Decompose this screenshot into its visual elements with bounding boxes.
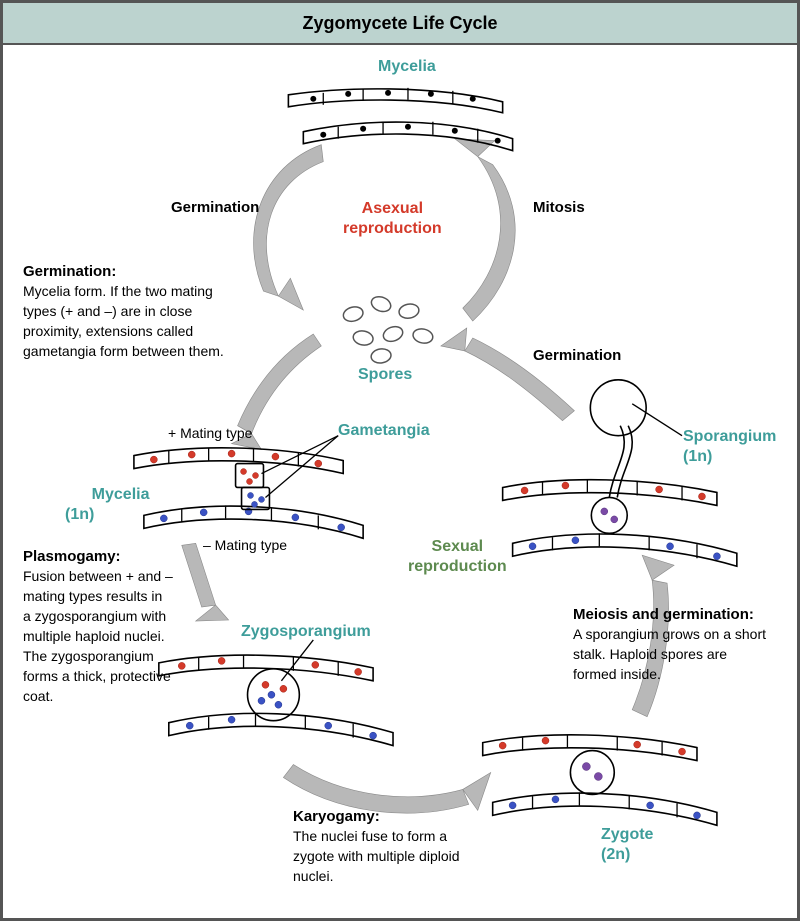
label-zygosporangium: Zygosporangium <box>241 622 371 642</box>
title-bar: Zygomycete Life Cycle <box>3 3 797 45</box>
arrow-sporangium-to-spores <box>441 328 575 421</box>
title-text: Zygomycete Life Cycle <box>302 13 497 34</box>
desc-karyogamy: Karyogamy: The nuclei fuse to form a zyg… <box>293 807 473 887</box>
gametangia-stage <box>134 436 363 539</box>
arrow-mycelia-to-spores <box>254 145 324 310</box>
desc-plasmogamy: Plasmogamy: Fusion between + and – matin… <box>23 547 173 707</box>
arrow-zygo-to-zygote <box>283 765 490 814</box>
label-spores: Spores <box>358 365 412 385</box>
desc-meiosis-body: A sporangium grows on a short stalk. Hap… <box>573 626 766 682</box>
diagram-frame: Zygomycete Life Cycle <box>0 0 800 921</box>
label-plus-mating: + Mating type <box>168 425 252 443</box>
desc-germination-head: Germination: <box>23 263 116 280</box>
label-gametangia: Gametangia <box>338 421 430 441</box>
desc-meiosis: Meiosis and germination: A sporangium gr… <box>573 605 768 685</box>
label-sporangium: Sporangium (1n) <box>683 427 776 467</box>
label-germination-top: Germination <box>171 199 259 218</box>
desc-meiosis-head: Meiosis and germination: <box>573 606 754 623</box>
label-asexual: Asexual reproduction <box>343 199 442 239</box>
desc-plasmogamy-body: Fusion between + and – mating types resu… <box>23 568 173 704</box>
mycelia-top <box>288 88 512 151</box>
label-germination-right: Germination <box>533 347 621 366</box>
label-mycelia-1n: Mycelia (1n) <box>65 465 149 545</box>
sporangium-stage <box>503 380 737 566</box>
arrow-gametangia-to-zygo <box>182 543 229 621</box>
label-mycelia-top: Mycelia <box>378 57 436 77</box>
diagram-canvas: Mycelia Asexual reproduction Germination… <box>3 47 797 918</box>
label-mitosis: Mitosis <box>533 199 585 218</box>
spores-cluster <box>342 294 434 364</box>
desc-germination-body: Mycelia form. If the two mating types (+… <box>23 283 224 359</box>
zygosporangium-stage <box>159 640 393 746</box>
desc-germination: Germination: Mycelia form. If the two ma… <box>23 262 238 362</box>
arrow-spores-to-mycelia <box>455 139 515 321</box>
desc-karyogamy-body: The nuclei fuse to form a zygote with mu… <box>293 828 460 884</box>
zygote-stage <box>483 735 717 826</box>
desc-plasmogamy-head: Plasmogamy: <box>23 548 121 565</box>
label-sexual: Sexual reproduction <box>408 537 507 577</box>
label-zygote: Zygote (2n) <box>601 825 653 865</box>
desc-karyogamy-head: Karyogamy: <box>293 808 380 825</box>
label-minus-mating: – Mating type <box>203 537 287 555</box>
